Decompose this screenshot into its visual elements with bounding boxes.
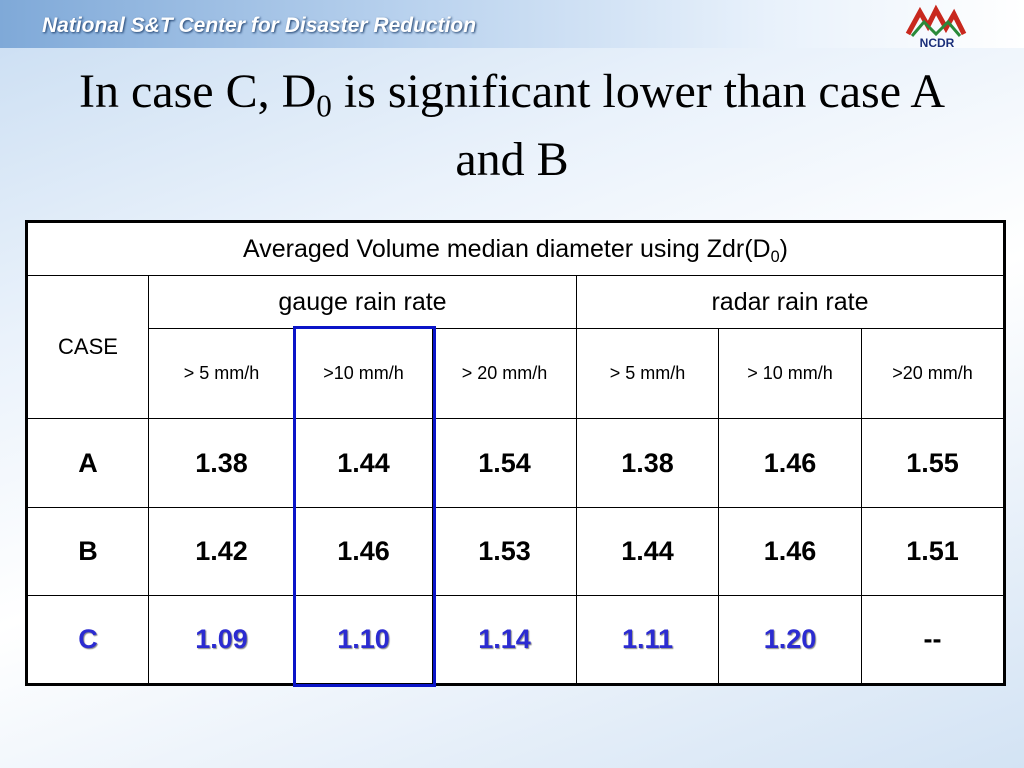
data-table: Averaged Volume median diameter using Zd… [25, 220, 1006, 686]
row-header: A [27, 418, 149, 508]
slide-title: In case C, D0 is significant lower than … [60, 58, 964, 194]
caption-subscript: 0 [770, 247, 780, 266]
row-header: B [27, 507, 149, 596]
column-header: > 20 mm/h [432, 328, 577, 419]
table-row: A 1.38 1.44 1.54 1.38 1.46 1.55 [27, 418, 1004, 508]
cell: 1.11 [576, 595, 719, 684]
logo-text: NCDR [919, 36, 955, 50]
cell: 1.51 [861, 507, 1004, 596]
row-header: C [27, 595, 149, 684]
cell: 1.54 [432, 418, 577, 508]
cell: 1.44 [294, 418, 433, 508]
cell: 1.55 [861, 418, 1004, 508]
caption-text: Averaged Volume median diameter using Zd… [243, 234, 771, 263]
organization: National S&T Center for Disaster Reducti… [42, 14, 477, 37]
cell: 1.53 [432, 507, 577, 596]
table-row: B 1.42 1.46 1.53 1.44 1.46 1.51 [27, 507, 1004, 596]
cell: 1.14 [432, 595, 577, 684]
caption-text: ) [779, 234, 788, 263]
cell: 1.46 [718, 507, 862, 596]
cell: -- [861, 595, 1004, 684]
group-header: gauge rain rate [148, 275, 577, 329]
cell: 1.38 [148, 418, 295, 508]
cell: 1.44 [576, 507, 719, 596]
column-header: > 10 mm/h [718, 328, 862, 419]
column-header: >20 mm/h [861, 328, 1004, 419]
cell: 1.46 [718, 418, 862, 508]
case-header: CASE [27, 275, 149, 419]
cell: 1.10 [294, 595, 433, 684]
table-caption: Averaged Volume median diameter using Zd… [27, 222, 1004, 276]
column-header: >10 mm/h [294, 328, 433, 419]
cell: 1.46 [294, 507, 433, 596]
column-header: > 5 mm/h [576, 328, 719, 419]
cell: 1.09 [148, 595, 295, 684]
header-bar [0, 0, 1024, 48]
column-header: > 5 mm/h [148, 328, 295, 419]
cell: 1.38 [576, 418, 719, 508]
table-row: C 1.09 1.10 1.14 1.11 1.20 -- [27, 595, 1004, 684]
title-text: In case C, D [78, 65, 317, 118]
logo [905, 4, 967, 37]
title-subscript: 0 [316, 88, 332, 124]
group-header: radar rain rate [576, 275, 1004, 329]
title-text: is significant lower than case A and B [343, 65, 946, 186]
cell: 1.42 [148, 507, 295, 596]
cell: 1.20 [718, 595, 862, 684]
